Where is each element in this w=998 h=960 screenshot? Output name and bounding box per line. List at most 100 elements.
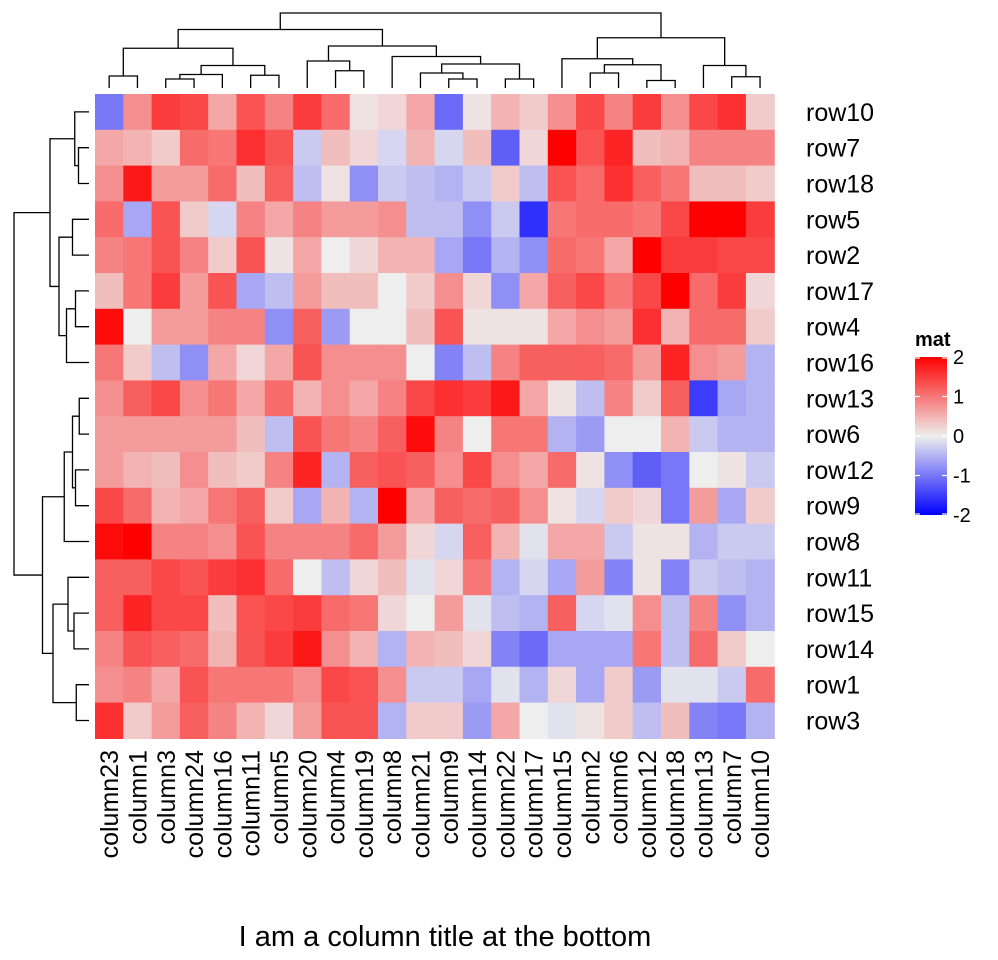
- heatmap-cell: [604, 559, 634, 596]
- heatmap-cell: [123, 523, 153, 560]
- column-label: column14: [464, 750, 492, 858]
- heatmap-cell: [123, 94, 153, 131]
- heatmap-cell: [123, 237, 153, 274]
- heatmap-cell: [689, 380, 719, 417]
- heatmap-cell: [123, 308, 153, 346]
- heatmap-cell: [576, 523, 605, 560]
- heatmap-cell: [632, 416, 662, 453]
- heatmap-cell: [264, 237, 294, 274]
- heatmap-cell: [208, 94, 238, 131]
- heatmap-cell: [491, 702, 521, 739]
- heatmap-cell: [434, 308, 464, 346]
- heatmap-cell: [95, 94, 124, 131]
- heatmap-cell: [576, 94, 605, 131]
- heatmap-cell: [462, 129, 492, 167]
- heatmap-cell: [434, 559, 464, 596]
- heatmap-cell: [745, 273, 775, 310]
- dendrogram-branch: [165, 78, 195, 88]
- heatmap-cell: [151, 237, 181, 274]
- heatmap-cell: [547, 237, 577, 274]
- heatmap-cell: [519, 702, 549, 739]
- heatmap-cell: [236, 273, 266, 310]
- heatmap-cell: [434, 666, 464, 704]
- heatmap-cell: [95, 273, 124, 310]
- heatmap-cell: [293, 237, 322, 274]
- heatmap-cell: [179, 344, 209, 381]
- heatmap-cell: [576, 416, 605, 453]
- heatmap-cell: [717, 201, 747, 238]
- heatmap-cell: [661, 308, 690, 346]
- heatmap-cell: [123, 702, 153, 739]
- heatmap-cell: [151, 487, 181, 525]
- heatmap-cell: [689, 523, 719, 560]
- heatmap-cell: [378, 237, 407, 274]
- heatmap-cell: [406, 129, 436, 167]
- row-label: row8: [806, 529, 860, 557]
- row-label: row10: [806, 99, 874, 127]
- heatmap-cell: [264, 165, 294, 202]
- heatmap-cell: [349, 666, 379, 704]
- heatmap-cell: [462, 273, 492, 310]
- heatmap-cell: [95, 237, 124, 274]
- heatmap-cell: [179, 487, 209, 525]
- heatmap-cell: [661, 344, 690, 381]
- heatmap-cell: [576, 452, 605, 489]
- heatmap-cell: [632, 559, 662, 596]
- heatmap-cell: [491, 94, 521, 131]
- heatmap-cell: [349, 308, 379, 346]
- heatmap-cell: [491, 452, 521, 489]
- heatmap-cell: [745, 308, 775, 346]
- dendrogram-branch: [200, 64, 266, 76]
- row-label: row17: [806, 278, 874, 306]
- heatmap-cell: [95, 487, 124, 525]
- heatmap-cell: [576, 165, 605, 202]
- heatmap-cell: [264, 273, 294, 310]
- heatmap-cell: [547, 487, 577, 525]
- row-label: row2: [806, 242, 860, 270]
- heatmap-cell: [491, 129, 521, 167]
- heatmap-cell: [604, 273, 634, 310]
- heatmap-cell: [378, 416, 407, 453]
- heatmap-cell: [95, 308, 124, 346]
- heatmap-cell: [717, 523, 747, 560]
- heatmap-cell: [491, 631, 521, 668]
- heatmap-cell: [604, 308, 634, 346]
- heatmap-cell: [123, 487, 153, 525]
- heatmap-cell: [406, 523, 436, 560]
- dendrogram-branch: [419, 72, 464, 88]
- legend-tick-label: -1: [953, 466, 971, 488]
- heatmap-cell: [519, 237, 549, 274]
- heatmap-cell: [179, 666, 209, 704]
- column-label: column2: [577, 750, 605, 845]
- dendrogram-branch: [63, 451, 89, 543]
- heatmap-cell: [236, 308, 266, 346]
- heatmap-cell: [462, 595, 492, 632]
- heatmap-cell: [547, 666, 577, 704]
- heatmap-cell: [661, 237, 690, 274]
- heatmap-cell: [151, 344, 181, 381]
- heatmap-cell: [293, 201, 322, 238]
- heatmap-cell: [123, 129, 153, 167]
- heatmap-cell: [717, 487, 747, 525]
- heatmap-cell: [293, 94, 322, 131]
- heatmap-cell: [236, 94, 266, 131]
- dendrogram-branch: [306, 60, 351, 88]
- heatmap-cell: [293, 523, 322, 560]
- heatmap-cell: [491, 380, 521, 417]
- heatmap-cell: [576, 308, 605, 346]
- heatmap-cell: [717, 559, 747, 596]
- dendrogram-branch: [75, 684, 89, 722]
- heatmap-cell: [491, 165, 521, 202]
- heatmap-cell: [378, 201, 407, 238]
- heatmap-cell: [462, 94, 492, 131]
- column-label: column13: [690, 750, 718, 858]
- heatmap-cell: [689, 416, 719, 453]
- heatmap-cell: [745, 165, 775, 202]
- heatmap-cell: [349, 129, 379, 167]
- heatmap-cell: [349, 559, 379, 596]
- heatmap-cell: [434, 129, 464, 167]
- heatmap-cells: [95, 94, 775, 739]
- heatmap-cell: [462, 416, 492, 453]
- row-label: row3: [806, 708, 860, 736]
- heatmap-cell: [632, 129, 662, 167]
